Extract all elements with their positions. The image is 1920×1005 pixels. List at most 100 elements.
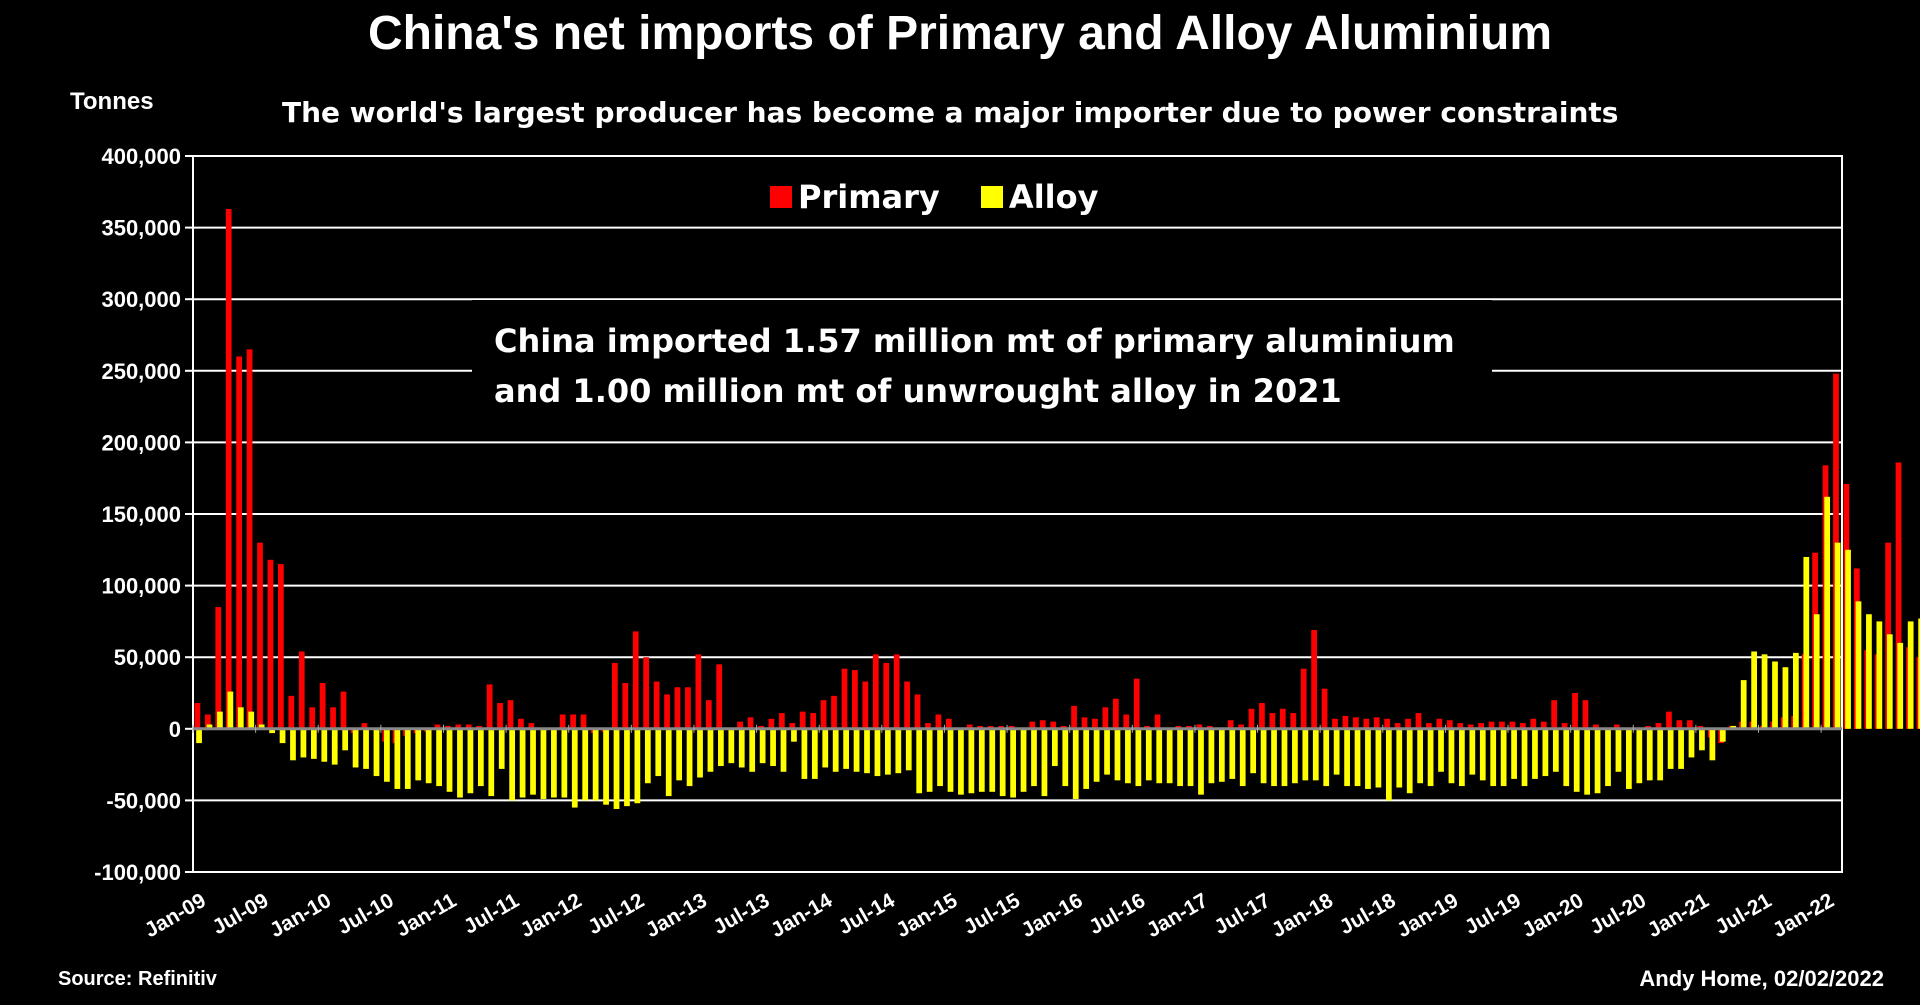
bar-primary	[236, 356, 242, 729]
x-tick-label: Jul-15	[960, 889, 1024, 939]
x-tick-label: Jan-13	[642, 889, 711, 942]
annotation-line-1: China imported 1.57 million mt of primar…	[494, 322, 1455, 360]
bar-alloy	[1438, 728, 1444, 772]
x-tick-label: Jul-19	[1461, 889, 1525, 939]
bar-primary	[653, 681, 660, 729]
bar-alloy	[989, 728, 996, 792]
bar-primary	[1102, 707, 1109, 729]
bar-primary	[1238, 724, 1244, 729]
bar-alloy	[770, 728, 776, 767]
x-tick-label: Jul-16	[1085, 889, 1149, 939]
bar-primary	[778, 713, 785, 729]
bar-primary	[883, 662, 890, 729]
bar-primary	[1478, 723, 1484, 729]
bar-alloy	[1093, 728, 1100, 782]
bar-primary	[267, 559, 274, 729]
bar-alloy	[206, 724, 213, 729]
x-tick-label: Jan-18	[1268, 889, 1337, 942]
bar-alloy	[1563, 728, 1570, 787]
bar-primary	[1071, 705, 1077, 729]
bar-alloy	[999, 728, 1006, 797]
bar-alloy	[425, 728, 432, 784]
bar-primary	[215, 607, 222, 729]
chart-title: China's net imports of Primary and Alloy…	[367, 7, 1552, 60]
bar-alloy	[1135, 728, 1142, 787]
bar-primary	[434, 724, 441, 729]
bar-alloy	[1845, 549, 1851, 729]
bar-alloy	[1886, 634, 1893, 729]
bar-alloy	[853, 728, 860, 772]
bar-alloy	[1542, 728, 1549, 777]
bar-primary	[799, 711, 806, 729]
bar-primary	[674, 687, 681, 729]
bar-alloy	[248, 711, 255, 729]
source-note: Source: Refinitiv	[58, 968, 217, 990]
bar-alloy	[1803, 556, 1810, 729]
bar-primary	[455, 724, 462, 729]
x-tick-label: Jan-10	[266, 889, 335, 942]
bar-alloy	[1834, 542, 1841, 729]
bar-alloy	[551, 728, 557, 798]
bar-primary	[695, 654, 702, 729]
bar-alloy	[1605, 728, 1611, 787]
bar-alloy	[780, 728, 787, 772]
bar-alloy	[697, 728, 703, 778]
x-tick-label: Jan-19	[1393, 889, 1462, 942]
bar-primary	[1154, 714, 1161, 729]
y-tick-label: -50,000	[106, 788, 181, 813]
bar-alloy	[1594, 728, 1601, 794]
bar-alloy	[822, 728, 829, 768]
bar-alloy	[1552, 728, 1559, 772]
bar-alloy	[1511, 728, 1517, 779]
bar-primary	[914, 694, 921, 729]
bar-alloy	[300, 728, 307, 758]
bar-primary	[1279, 708, 1286, 729]
bar-alloy	[1532, 728, 1538, 779]
bar-alloy	[394, 728, 401, 789]
x-tick-label: Jul-12	[584, 889, 648, 939]
bar-alloy	[237, 707, 244, 729]
bar-alloy	[446, 728, 453, 792]
bar-alloy	[1156, 728, 1163, 784]
x-tick-label: Jul-13	[709, 889, 773, 939]
bar-alloy	[1918, 618, 1920, 729]
bar-primary	[831, 695, 837, 729]
bar-primary	[465, 724, 472, 729]
legend-swatch-primary	[770, 186, 792, 208]
bar-alloy	[1646, 728, 1653, 781]
y-tick-label: -100,000	[94, 860, 181, 885]
bar-primary	[204, 714, 211, 729]
bar-alloy	[1354, 728, 1361, 787]
bar-alloy	[686, 728, 693, 787]
bar-alloy	[467, 728, 474, 794]
bar-primary	[1488, 721, 1495, 729]
bar-alloy	[1824, 496, 1831, 729]
bar-primary	[1499, 721, 1505, 729]
bar-alloy	[749, 728, 756, 772]
bar-alloy	[978, 728, 985, 792]
bar-alloy	[1866, 614, 1872, 729]
bar-primary	[278, 564, 284, 729]
bar-primary	[810, 713, 817, 729]
bar-alloy	[258, 724, 265, 729]
bar-alloy	[1876, 621, 1883, 729]
bar-alloy	[1145, 728, 1152, 781]
bar-alloy	[1406, 728, 1413, 794]
bar-alloy	[1239, 728, 1246, 787]
bar-alloy	[561, 728, 568, 798]
x-tick-label: Jan-09	[141, 889, 210, 942]
bar-primary	[622, 682, 629, 729]
bar-alloy	[217, 711, 223, 729]
annotation-line-2: and 1.00 million mt of unwrought alloy i…	[494, 372, 1342, 410]
bar-alloy	[1709, 728, 1716, 761]
bar-primary	[1050, 721, 1057, 729]
bar-primary	[1686, 720, 1693, 729]
bar-primary	[330, 707, 336, 729]
bar-alloy	[1385, 728, 1392, 801]
bar-alloy	[1448, 728, 1455, 784]
bar-primary	[1582, 700, 1589, 729]
bar-primary	[340, 691, 347, 729]
bar-primary	[559, 714, 566, 729]
bar-alloy	[498, 728, 505, 769]
